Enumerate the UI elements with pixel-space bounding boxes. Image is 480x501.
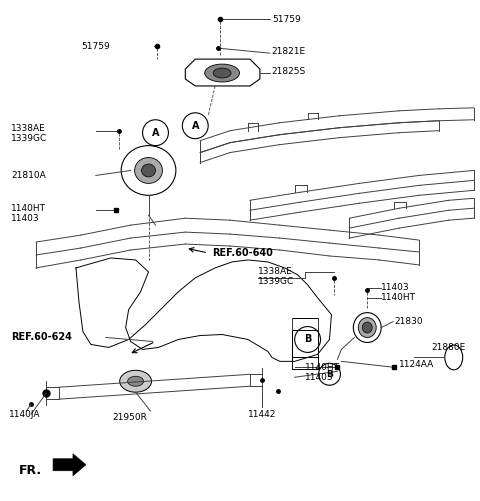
Polygon shape	[53, 454, 86, 475]
Text: B: B	[304, 335, 312, 345]
Text: B: B	[326, 370, 333, 379]
Text: 1338AE: 1338AE	[12, 124, 46, 133]
Ellipse shape	[204, 64, 240, 82]
Text: 1124AA: 1124AA	[399, 360, 434, 369]
Text: 1339GC: 1339GC	[258, 278, 294, 286]
Ellipse shape	[128, 376, 144, 386]
Text: 21830: 21830	[394, 317, 423, 326]
Text: 1339GC: 1339GC	[12, 134, 48, 143]
Text: FR.: FR.	[19, 464, 42, 477]
Text: 51759: 51759	[81, 42, 109, 51]
Ellipse shape	[358, 318, 376, 338]
Text: A: A	[192, 121, 199, 131]
Text: 51759: 51759	[272, 15, 300, 24]
Ellipse shape	[213, 68, 231, 78]
Ellipse shape	[134, 157, 162, 183]
Ellipse shape	[120, 370, 152, 392]
Text: 1140HT: 1140HT	[12, 204, 47, 213]
Ellipse shape	[362, 322, 372, 333]
Text: 1338AE: 1338AE	[258, 268, 293, 277]
Text: 1140JA: 1140JA	[9, 409, 41, 418]
Text: 21810A: 21810A	[12, 171, 46, 180]
Text: 1140HT: 1140HT	[305, 363, 340, 372]
Text: 21825S: 21825S	[272, 67, 306, 76]
Text: 11403: 11403	[12, 214, 40, 222]
Text: 21880E: 21880E	[431, 343, 465, 352]
Text: 21950R: 21950R	[113, 412, 148, 421]
Text: 1140HT: 1140HT	[381, 293, 416, 302]
Ellipse shape	[142, 164, 156, 177]
Text: 11403: 11403	[305, 373, 333, 382]
Text: A: A	[152, 128, 159, 138]
Text: 11442: 11442	[248, 409, 276, 418]
Text: REF.60-640: REF.60-640	[212, 248, 273, 258]
Text: 11403: 11403	[381, 283, 410, 292]
Text: REF.60-624: REF.60-624	[12, 333, 72, 343]
Text: 21821E: 21821E	[272, 47, 306, 56]
